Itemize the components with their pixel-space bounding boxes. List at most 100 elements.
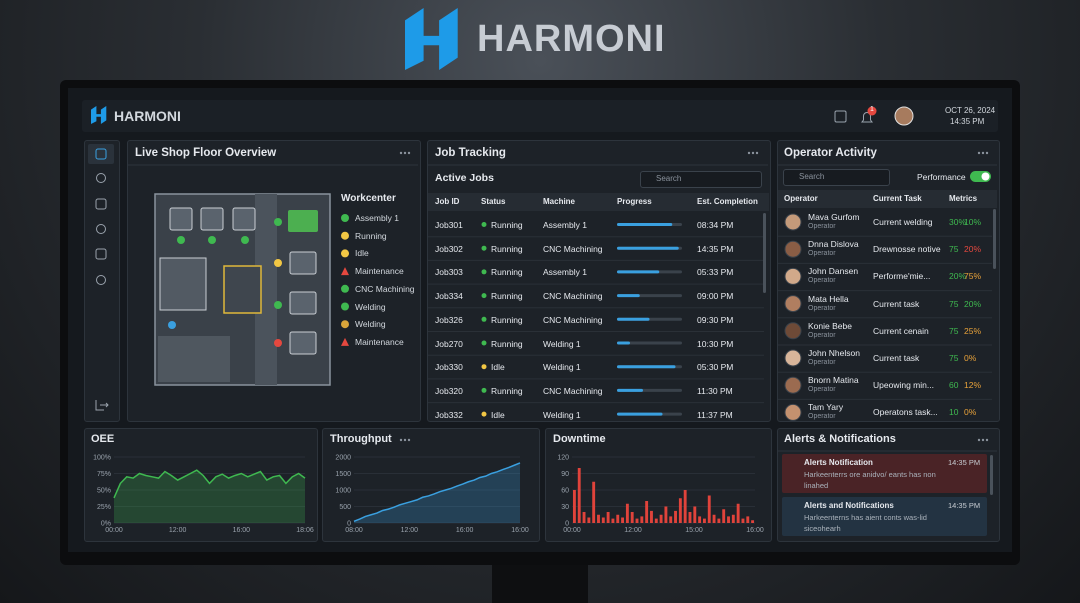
operator-avatar [784, 376, 802, 394]
menu-dot [977, 151, 981, 155]
status-dot [481, 269, 487, 275]
bar [693, 506, 697, 523]
job-eta: 09:00 PM [697, 291, 734, 302]
job-eta: 05:30 PM [697, 362, 734, 373]
machine [200, 207, 224, 231]
notification-count: 1 [870, 106, 874, 113]
metric-2: 0% [964, 353, 977, 363]
sidebar-icon [95, 198, 107, 210]
header-bar [82, 100, 998, 132]
bar [606, 512, 610, 523]
bar [659, 514, 663, 523]
bar [741, 518, 745, 523]
search-box[interactable] [640, 171, 762, 188]
legend-icon [341, 302, 349, 311]
scrollbar [990, 455, 993, 495]
sidebar-icon [95, 248, 107, 260]
logo-icon [91, 106, 107, 124]
job-status: Running [491, 267, 523, 278]
x-tick-label: 12:00 [624, 527, 642, 534]
job-id: Job303 [435, 267, 463, 278]
status-dot [481, 364, 487, 370]
job-status: Running [491, 314, 523, 325]
legend-label: Maintenance [355, 336, 404, 347]
bar [572, 490, 576, 523]
metric-1: 10 [949, 407, 959, 418]
legend-label: Running [355, 230, 387, 241]
status-dot [481, 387, 487, 393]
sidebar [84, 140, 120, 422]
x-tick-label: 16:00 [456, 527, 474, 534]
y-tick-label: 1000 [335, 488, 351, 495]
job-eta: 14:35 PM [697, 243, 734, 254]
job-id: Job330 [435, 362, 463, 373]
menu-dot [403, 438, 407, 442]
column-header: Status [481, 197, 506, 206]
job-id: Job332 [435, 409, 463, 420]
legend-icon [341, 214, 349, 222]
y-tick-label: 0% [101, 521, 111, 528]
operator-role: Operator [808, 359, 836, 366]
menu-dot [407, 151, 411, 155]
operator-avatar [784, 295, 802, 313]
operator-role: Operator [808, 304, 836, 312]
bar [746, 516, 750, 523]
line [353, 462, 521, 523]
calendar-icon [834, 110, 847, 123]
operator-task: Current task [873, 353, 920, 363]
job-machine: Assembly 1 [543, 267, 587, 278]
job-eta: 10:30 PM [697, 338, 734, 349]
header-time: 14:35 PM [950, 117, 985, 126]
legend-label: CNC Machining [355, 283, 415, 294]
bar [698, 516, 702, 523]
sidebar-active [88, 144, 114, 164]
legend-icon [341, 267, 349, 276]
job-status: Running [491, 243, 523, 254]
bar [664, 506, 668, 523]
chart-title: Throughput [330, 433, 392, 445]
status-dot [481, 316, 487, 322]
operator-avatar [784, 213, 802, 231]
bar [674, 510, 677, 523]
user-avatar [894, 106, 914, 126]
bar [712, 514, 716, 523]
bar [731, 514, 735, 523]
operator-role: Operator [808, 331, 836, 339]
sidebar-icon [95, 148, 107, 160]
status-dot [481, 245, 487, 251]
legend-label: Idle [355, 248, 369, 259]
alert-title: Alerts Notification [804, 458, 873, 467]
search-box[interactable] [783, 169, 890, 186]
job-id: Job334 [435, 291, 463, 302]
job-id: Job320 [435, 385, 463, 396]
progress-bar [617, 388, 643, 392]
y-tick-label: 75% [97, 471, 111, 478]
machine [288, 210, 318, 232]
scrollbar [763, 213, 766, 293]
job-id: Job301 [435, 220, 463, 230]
progress-bar [617, 341, 630, 345]
operator-task: Operatons task... [873, 407, 938, 418]
alert-card [782, 454, 987, 493]
bar [727, 516, 730, 523]
sidebar-icon [96, 224, 106, 234]
operator-name: Mata Hella [808, 293, 849, 304]
bar [707, 495, 711, 523]
bar [577, 468, 581, 523]
metric-1: 75 [949, 325, 959, 336]
toggle-knob [981, 172, 990, 181]
legend-label: Welding [355, 319, 386, 330]
menu-dot [985, 438, 989, 442]
status-dot [481, 340, 487, 346]
menu-dot [977, 438, 981, 442]
metric-1: 30% [949, 217, 967, 227]
zone [159, 257, 207, 311]
status-dot [481, 293, 487, 299]
progress-bar [617, 317, 650, 321]
x-tick-label: 15:00 [685, 527, 703, 534]
status-marker [274, 339, 282, 347]
metric-1: 75 [949, 353, 959, 363]
operator-task: Upeowing min... [873, 380, 934, 391]
status-marker [168, 321, 176, 329]
